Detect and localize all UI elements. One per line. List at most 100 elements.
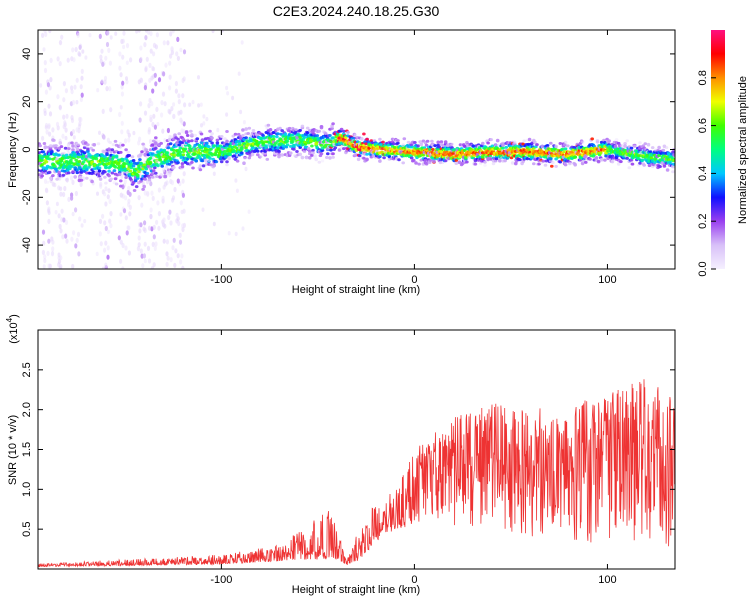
spectrogram-cell	[365, 137, 369, 141]
spectrogram-cell	[54, 210, 58, 215]
spectrogram-cell	[38, 154, 42, 158]
spectrogram-cell	[254, 147, 259, 151]
spectrogram-cell	[140, 253, 144, 259]
spectrogram-cell	[306, 146, 311, 151]
spectrogram-cell	[242, 120, 246, 125]
spectrogram-cell	[55, 177, 59, 181]
spectrogram-cell	[142, 184, 146, 189]
spectrogram-cell	[48, 176, 53, 180]
spectrogram-cell	[63, 185, 67, 192]
spectrogram-cell	[283, 132, 288, 136]
spectrogram-cell	[76, 143, 81, 147]
spectrogram-cell	[98, 33, 102, 40]
spectrogram-cell	[153, 166, 157, 170]
spectrogram-cell	[308, 149, 312, 153]
spectrogram-cell	[319, 125, 324, 130]
spectrogram-cell	[619, 160, 623, 164]
spectrogram-cell	[309, 139, 313, 143]
spectrogram-cell	[41, 229, 46, 235]
spectrogram-cell	[45, 188, 49, 194]
spectrogram-cell	[71, 170, 75, 174]
spectrogram-cell	[454, 154, 459, 158]
spectrogram-cell	[50, 150, 54, 154]
spectrogram-cell	[88, 33, 92, 38]
spectrogram-cell	[310, 153, 314, 157]
spectrogram-cell	[85, 176, 89, 180]
spectrogram-cell	[116, 161, 121, 165]
spectrogram-cell	[514, 161, 518, 166]
spectrogram-cell	[233, 132, 238, 136]
spectrogram-cell	[67, 196, 71, 202]
spectrogram-cell	[447, 147, 451, 151]
spectrogram-cell	[181, 178, 185, 184]
spectrogram-cell	[77, 160, 82, 163]
spectrogram-cell	[152, 113, 156, 119]
spectrogram-cell	[96, 191, 99, 196]
spectrogram-cell	[212, 221, 216, 227]
spectrogram-cell	[599, 140, 604, 144]
spectrogram-cell	[133, 179, 138, 183]
spectrogram-cell	[177, 99, 181, 105]
spectrogram-cell	[74, 46, 78, 53]
spectrogram-cell	[150, 226, 154, 232]
spectrogram-cell	[185, 134, 190, 137]
spectrogram-cell	[625, 139, 629, 143]
spectrogram-cell	[185, 157, 190, 161]
spectrogram-cell	[627, 166, 632, 170]
spectrogram-cell	[76, 155, 81, 159]
spectrogram-cell	[623, 144, 627, 148]
spectrogram-cell	[179, 117, 183, 123]
spectrogram-cell	[172, 166, 176, 169]
spectrogram-cell	[250, 152, 255, 157]
spectrogram-cell	[540, 144, 545, 149]
spectrogram-cell	[498, 158, 502, 163]
spectrogram-cell	[97, 169, 102, 173]
spectrogram-cell	[168, 60, 172, 66]
spectrogram-cell	[508, 144, 513, 148]
spectrogram-cell	[156, 122, 160, 127]
spectrogram-cell	[106, 194, 110, 200]
spectrogram-cell	[151, 169, 156, 173]
spectrogram-cell	[164, 165, 169, 169]
spectrogram-cell	[137, 79, 141, 85]
spectrogram-cell	[176, 36, 180, 43]
spectrogram-cell	[43, 145, 48, 149]
spectrogram-cell	[167, 108, 171, 114]
spectrogram-cell	[106, 245, 110, 251]
spectrogram-cell	[62, 191, 66, 198]
spectrogram-cell	[166, 40, 170, 46]
spectrogram-cell	[63, 146, 68, 150]
colorbar-tick-label: 0.4	[697, 166, 709, 181]
spectrogram-x-label: Height of straight line (km)	[292, 284, 420, 296]
spectrogram-cell	[173, 153, 177, 157]
spectrogram-cell	[247, 156, 252, 160]
spectrogram-cell	[179, 259, 183, 265]
spectrogram-cell	[176, 253, 180, 259]
spectrogram-cell	[320, 159, 325, 163]
spectrogram-cell	[141, 142, 145, 146]
spectrogram-cell	[463, 144, 467, 148]
spectrogram-cell	[182, 171, 186, 177]
spectrogram-cell	[142, 253, 146, 259]
spectrogram-cell	[162, 238, 166, 244]
spectrogram-cell	[246, 132, 250, 135]
spectrogram-cell	[598, 151, 603, 155]
colorbar-gradient	[711, 30, 725, 269]
spectrogram-cell	[175, 212, 179, 218]
spectrogram-cell	[432, 159, 436, 164]
spectrogram-cell	[167, 137, 172, 142]
spectrogram-cell	[153, 72, 157, 78]
snr-y-tick-label: 2.0	[21, 402, 33, 417]
spectrogram-cell	[632, 144, 637, 148]
spectrogram-cell	[391, 142, 396, 146]
snr-panel: -100 0 100 0.5 1.0 1.5 2.0 2.5 Height of strai…	[5, 314, 676, 596]
spectrogram-cell	[172, 237, 176, 243]
spectrogram-cell	[239, 109, 243, 115]
spectrogram-cell	[234, 143, 239, 147]
spectrogram-cell	[560, 147, 565, 151]
spectrogram-cell	[300, 124, 305, 128]
spectrogram-cell	[76, 162, 81, 166]
spectrogram-cell	[193, 152, 197, 156]
spectrogram-cell	[302, 149, 307, 153]
